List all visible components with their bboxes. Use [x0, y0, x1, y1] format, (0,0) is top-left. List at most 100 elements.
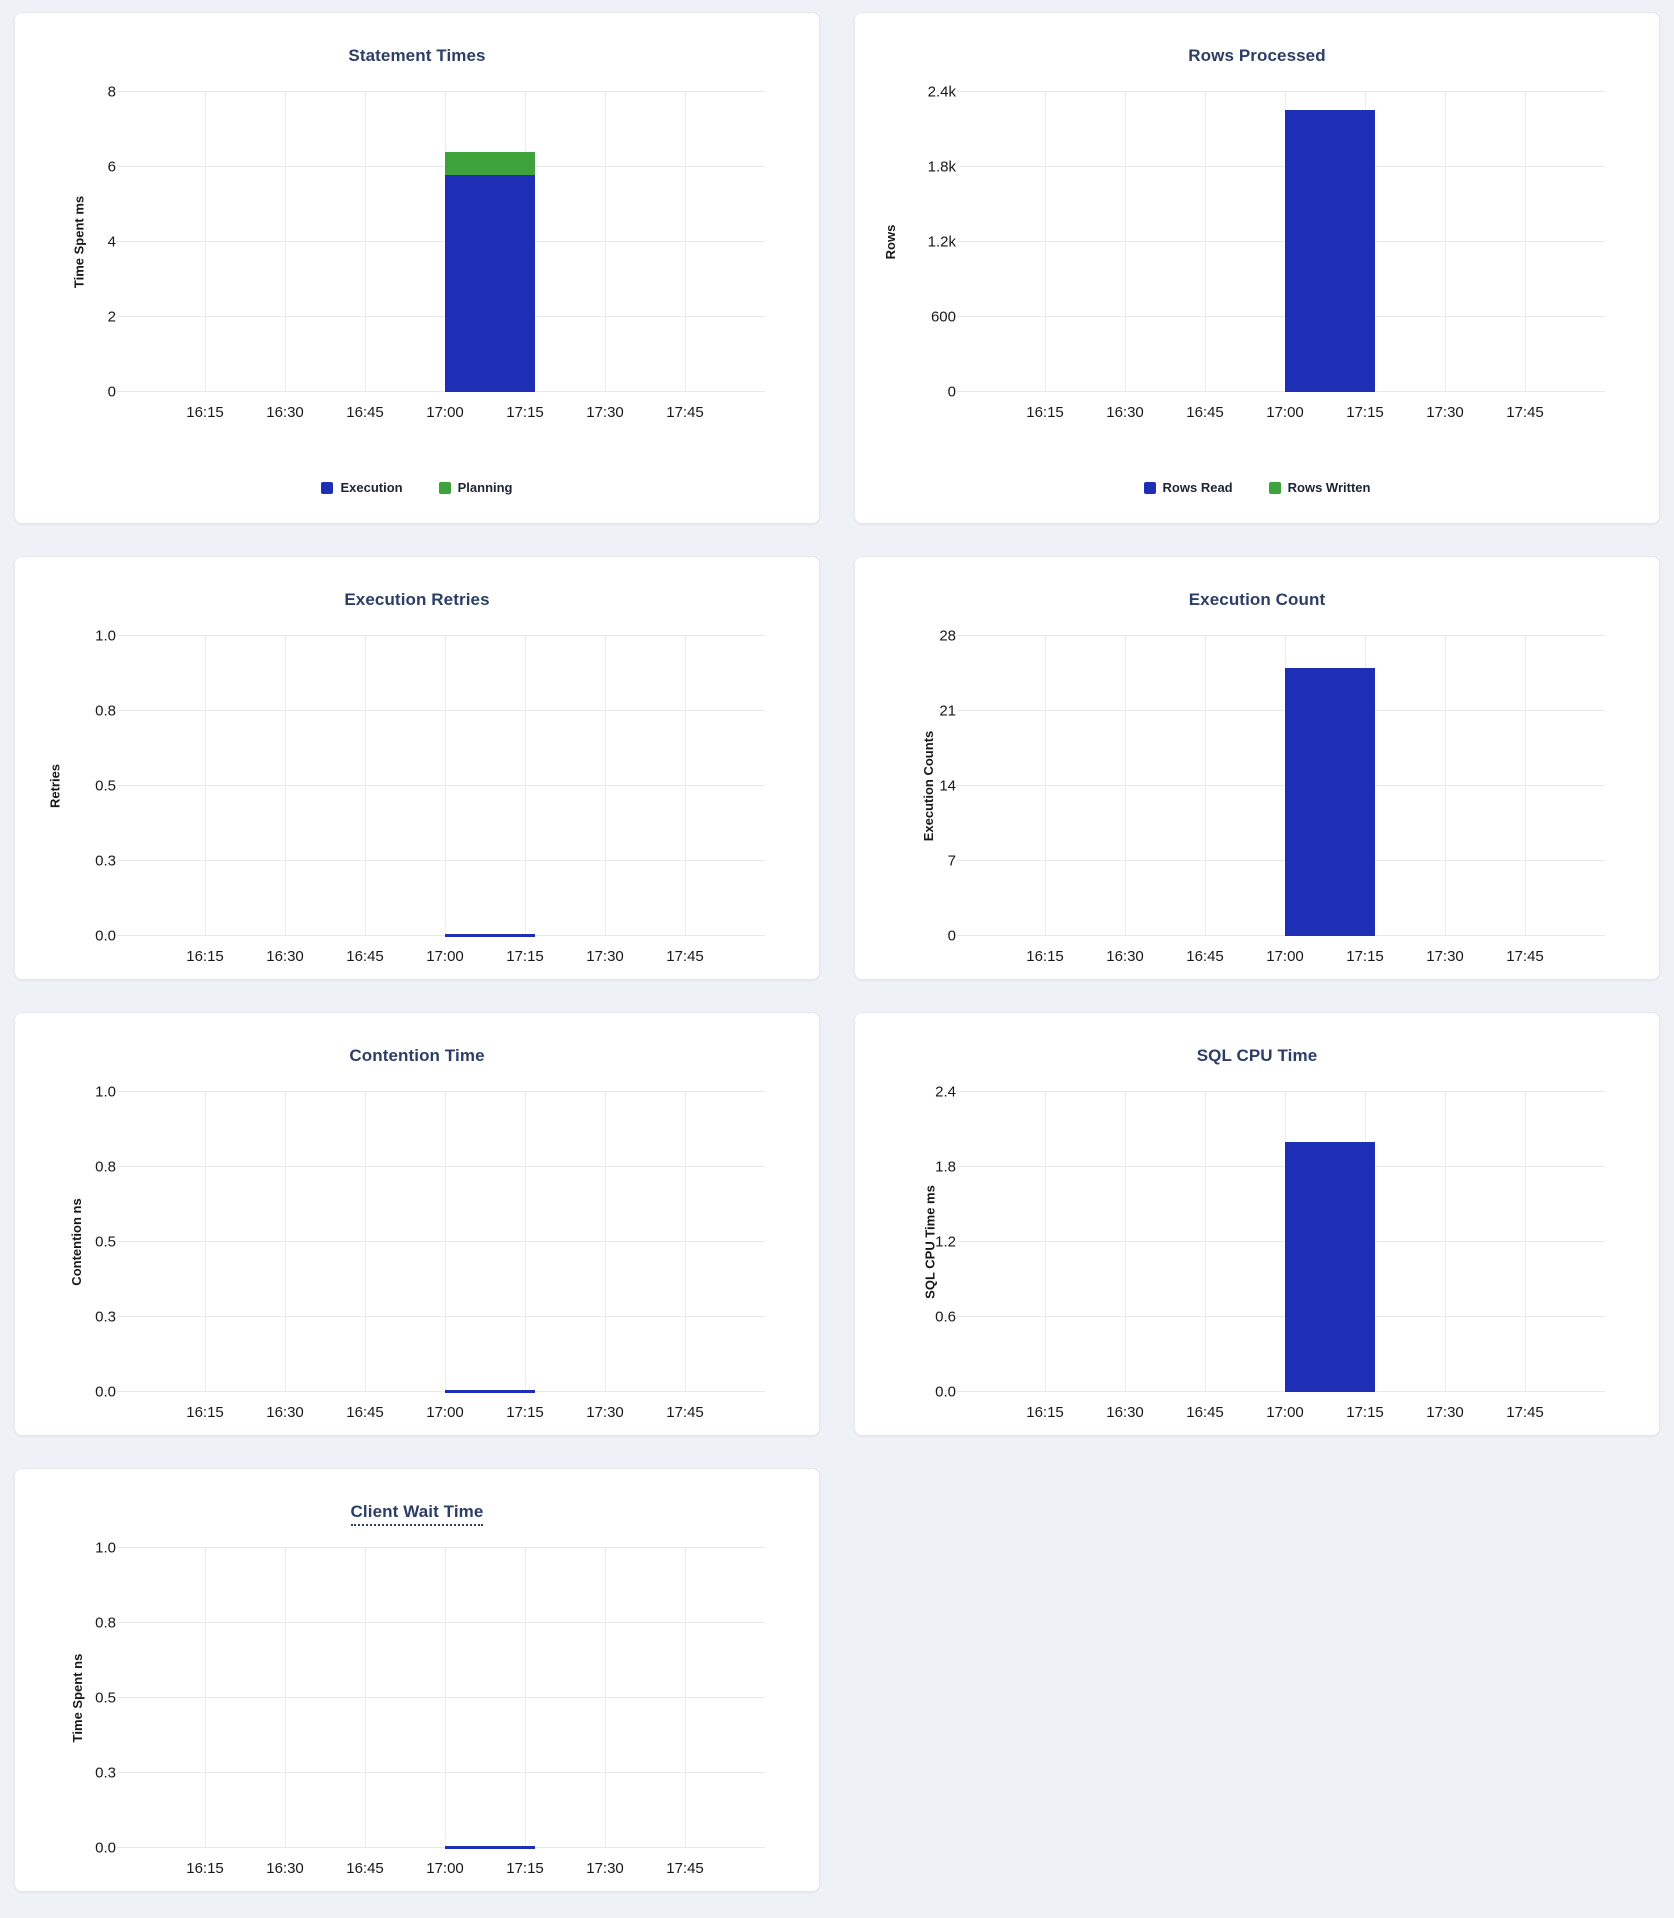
y-axis-tick-label: 1.0: [95, 1539, 116, 1557]
y-axis-tick-label: 0.0: [95, 1383, 116, 1401]
gridline-horizontal: [957, 859, 1605, 861]
gridline-horizontal: [117, 1390, 765, 1392]
bar-segment[interactable]: [1285, 1141, 1375, 1392]
x-axis-tick-label: 17:45: [666, 947, 704, 965]
legend-item[interactable]: Execution: [321, 480, 403, 495]
gridline-vertical: [1525, 1091, 1526, 1392]
bar-segment[interactable]: [445, 174, 535, 392]
bar-segment[interactable]: [445, 151, 535, 175]
y-axis-tick-label: 0.6: [935, 1308, 956, 1326]
x-axis-tick-label: 17:15: [1346, 947, 1384, 965]
gridline-vertical: [1045, 635, 1046, 936]
x-axis-tick-label: 17:30: [1426, 1403, 1464, 1421]
gridline-vertical: [365, 91, 366, 392]
gridline-vertical: [1125, 1091, 1126, 1392]
plot-area-rows-processed: Rows 0 600 1.2k 1.8k 2.4k 16:15 16:30 16:45 17:0…: [873, 83, 1641, 421]
y-axis-tick-label: 4: [107, 233, 116, 251]
gridline-vertical: [285, 91, 286, 392]
gridline-horizontal: [117, 934, 765, 936]
chart-card-contention-time: Contention Time Contention ns 0.0 0.3 0.5 0…: [14, 1012, 820, 1436]
chart-card-statement-times: Statement Times Time Spent ms 0 2 4 6 8 16:15…: [14, 12, 820, 524]
gridline-horizontal: [957, 1165, 1605, 1167]
plot-canvas-contention-time: 0.0 0.3 0.5 0.8 1.0 16:15 16:30 16:45 17:00 17:15…: [95, 1083, 765, 1421]
gridline-vertical: [365, 635, 366, 936]
y-axis-tick-label: 0: [107, 383, 116, 401]
gridline-vertical: [205, 1547, 206, 1848]
x-axis-tick-label: 17:15: [1346, 1403, 1384, 1421]
x-axis-tick-label: 16:45: [346, 1859, 384, 1877]
zero-value-line[interactable]: [445, 1389, 535, 1393]
x-axis-tick-label: 16:15: [186, 1859, 224, 1877]
chart-card-execution-count: Execution Count Execution Counts 0 7 14 21 2…: [854, 556, 1660, 980]
gridline-horizontal: [117, 859, 765, 861]
legend-item[interactable]: Rows Read: [1143, 480, 1233, 495]
legend-swatch-icon: [321, 481, 334, 494]
gridline-horizontal: [957, 784, 1605, 786]
x-axis-tick-label: 17:00: [426, 1403, 464, 1421]
y-axis-tick-label: 6: [107, 158, 116, 176]
legend-swatch-icon: [1268, 481, 1281, 494]
x-axis-tick-label: 17:30: [1426, 403, 1464, 421]
y-axis-label-client-wait-time: Time Spent ns: [69, 1653, 85, 1742]
gridline-horizontal: [117, 390, 765, 392]
gridline-vertical: [525, 635, 526, 936]
gridline-horizontal: [117, 1621, 765, 1623]
legend-item[interactable]: Rows Written: [1268, 480, 1370, 495]
gridline-vertical: [1125, 635, 1126, 936]
x-axis-tick-label: 17:30: [586, 1403, 624, 1421]
bar-segment[interactable]: [1285, 667, 1375, 936]
gridline-horizontal: [117, 1090, 765, 1092]
chart-title-execution-retries: Execution Retries: [344, 590, 490, 609]
gridline-horizontal: [117, 1240, 765, 1242]
x-axis-tick-label: 17:00: [426, 1859, 464, 1877]
x-axis-tick-label: 16:30: [266, 1403, 304, 1421]
gridline-horizontal: [957, 934, 1605, 936]
chart-title-client-wait-time[interactable]: Client Wait Time: [33, 1502, 801, 1526]
zero-value-line[interactable]: [445, 1845, 535, 1849]
plot-area-contention-time: Contention ns 0.0 0.3 0.5 0.8 1.0 16:15 16:30 1…: [33, 1083, 801, 1421]
chart-card-rows-processed: Rows Processed Rows 0 600 1.2k 1.8k 2.4k 16:1…: [854, 12, 1660, 524]
y-axis-tick-label: 1.8k: [927, 158, 956, 176]
gridline-vertical: [605, 1091, 606, 1392]
x-axis-tick-label: 17:15: [1346, 403, 1384, 421]
legend-item[interactable]: Planning: [438, 480, 513, 495]
bar-17:00[interactable]: [1285, 92, 1375, 392]
y-axis-label-contention-time: Contention ns: [69, 1197, 85, 1286]
chart-card-client-wait-time: Client Wait Time Time Spent ns 0.0 0.3 0.5…: [14, 1468, 820, 1892]
x-axis-tick-label: 17:30: [586, 1859, 624, 1877]
gridline-vertical: [1205, 1091, 1206, 1392]
x-axis-tick-label: 16:30: [266, 1859, 304, 1877]
bar-17:00[interactable]: [1285, 636, 1375, 936]
gridline-vertical: [1205, 91, 1206, 392]
x-axis-tick-label: 16:45: [1186, 1403, 1224, 1421]
y-axis-tick-label: 1.2: [935, 1233, 956, 1251]
gridline-horizontal: [117, 1846, 765, 1848]
bar-segment[interactable]: [1285, 110, 1375, 392]
y-axis-tick-label: 1.0: [95, 1083, 116, 1101]
y-axis-tick-label: 0: [947, 383, 956, 401]
gridline-horizontal: [957, 1315, 1605, 1317]
grid-empty-slot: [854, 1468, 1660, 1892]
y-axis-label-rows-processed: Rows: [882, 224, 898, 260]
x-axis-tick-label: 17:45: [1506, 1403, 1544, 1421]
x-axis-tick-label: 17:15: [506, 403, 544, 421]
plot-canvas-statement-times: 0 2 4 6 8 16:15 16:30 16:45 17:00 17:15 17:30 17:45: [108, 83, 765, 421]
chart-card-sql-cpu-time: SQL CPU Time SQL CPU Time ms 0.0 0.6 1.2 1.…: [854, 1012, 1660, 1436]
zero-value-line[interactable]: [445, 933, 535, 937]
y-axis-tick-label: 0.0: [95, 927, 116, 945]
y-axis-tick-label: 14: [939, 777, 956, 795]
bar-17:00[interactable]: [1285, 1092, 1375, 1392]
gridline-vertical: [685, 1091, 686, 1392]
gridline-vertical: [1045, 91, 1046, 392]
y-axis-tick-label: 0.3: [95, 1308, 116, 1326]
y-axis-tick-label: 21: [939, 702, 956, 720]
x-axis-tick-label: 17:45: [1506, 403, 1544, 421]
x-axis-tick-label: 16:45: [346, 947, 384, 965]
gridline-horizontal: [117, 709, 765, 711]
x-axis-tick-label: 17:15: [506, 1859, 544, 1877]
gridline-vertical: [445, 1091, 446, 1392]
gridline-vertical: [285, 1091, 286, 1392]
y-axis-tick-label: 0.0: [935, 1383, 956, 1401]
bar-17:00[interactable]: [445, 92, 535, 392]
x-axis-tick-label: 16:15: [186, 947, 224, 965]
